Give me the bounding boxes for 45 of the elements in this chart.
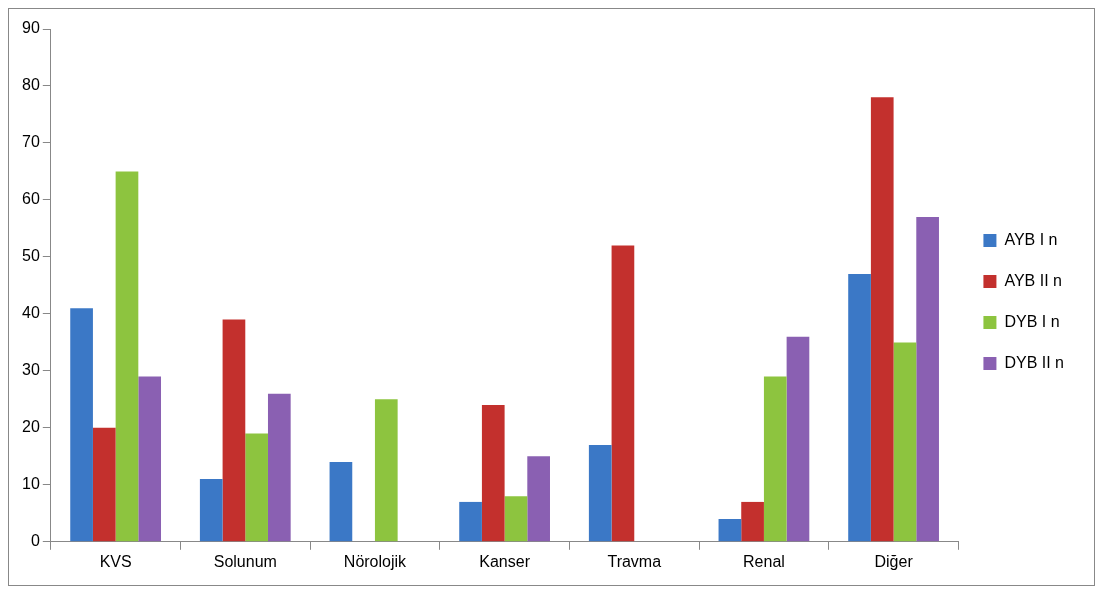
bar: [893, 342, 917, 542]
x-tick-label: Nörolojik: [343, 552, 408, 570]
x-tick-label: Renal: [743, 552, 785, 570]
bar: [870, 97, 894, 542]
bar: [611, 245, 635, 542]
bar: [848, 274, 871, 542]
bar: [374, 399, 398, 542]
bar: [588, 444, 612, 542]
legend-label: DYB I n: [1004, 312, 1060, 330]
legend-label: AYB II n: [1004, 271, 1062, 289]
y-tick-label: 0: [30, 532, 40, 550]
bar: [245, 433, 268, 542]
bar: [504, 496, 528, 542]
bar: [459, 501, 482, 542]
y-tick-label: 20: [22, 418, 40, 436]
y-tick-label: 50: [22, 247, 40, 265]
bar: [916, 217, 939, 542]
bar: [199, 479, 223, 542]
y-tick-label: 40: [22, 304, 40, 322]
bar: [481, 405, 505, 542]
bar: [718, 519, 742, 542]
x-tick-label: Diğer: [874, 552, 914, 570]
legend-label: AYB I n: [1004, 230, 1058, 248]
bar: [70, 308, 93, 542]
x-tick-label: Travma: [607, 552, 662, 570]
bar: [267, 393, 291, 542]
y-tick-label: 10: [22, 475, 40, 493]
bar: [329, 462, 353, 542]
bar: [222, 319, 246, 542]
x-tick-label: Solunum: [213, 552, 277, 570]
bar: [527, 456, 550, 542]
bar: [741, 501, 764, 542]
bar: [763, 376, 787, 542]
bar: [115, 171, 139, 542]
legend-label: DYB II n: [1004, 353, 1064, 371]
bar: [786, 336, 810, 542]
y-tick-label: 60: [22, 190, 40, 208]
bar: [92, 427, 116, 542]
y-tick-label: 90: [22, 19, 40, 37]
y-tick-label: 80: [22, 76, 40, 94]
bar: [138, 376, 162, 542]
y-tick-label: 70: [22, 133, 40, 151]
y-tick-label: 30: [22, 361, 40, 379]
x-tick-label: Kanser: [479, 552, 531, 570]
x-tick-label: KVS: [99, 552, 132, 570]
